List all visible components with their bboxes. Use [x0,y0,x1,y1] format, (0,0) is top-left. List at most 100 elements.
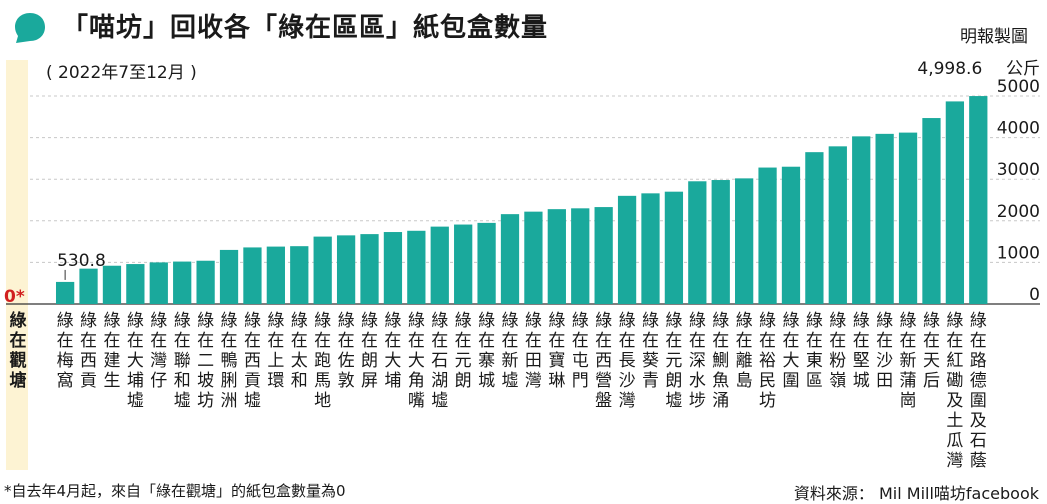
bar [196,260,215,304]
x-tick-label: 綠在鴨脷洲 [221,311,238,411]
bar [360,234,379,304]
x-tick-label: 綠在大圍 [782,311,799,391]
x-tick-label: 綠在東區 [806,311,823,391]
x-tick-label: 綠在長沙灣 [619,311,636,411]
bar [55,281,75,304]
x-tick-label: 綠在寨城 [478,311,495,391]
bar [805,152,824,304]
x-tick-label: 綠在寶琳 [548,311,565,391]
bar [102,265,122,304]
bar [688,181,707,304]
chart-area: 0 1000 2000 3000 4000 5000 ( 2022年7至12月 ) 綠在觀塘 綠… [0,56,1047,476]
bar [454,224,473,304]
bar [711,180,730,304]
bar [407,230,426,304]
y-tick-label: 3000 [997,160,1040,180]
bar [290,246,309,304]
x-tick-label: 綠在屯門 [572,311,589,391]
bar [430,226,449,304]
x-tick-label: 綠在粉嶺 [829,311,846,391]
unit-label: 公斤 [1006,59,1040,79]
bar [781,166,801,304]
x-tick-label: 綠在梅窩 [57,311,74,391]
x-tick-label: 綠在西貢墟 [244,311,261,411]
x-tick-label: 綠在上環 [267,311,284,391]
data-label: 530.8 [57,251,106,271]
x-tick-label: 綠在離島 [736,311,753,391]
x-tick-label: 綠在田灣 [525,311,542,391]
bar [243,247,262,304]
x-tick-label: 綠在大埔 [384,311,401,391]
title-row: 「喵坊」回收各「綠在區區」紙包盒數量 明報製圖 [8,8,1038,48]
y-tick-label: 1000 [997,243,1040,263]
x-tick-label: 綠在堅城 [853,311,870,391]
x-tick-label: 綠在沙田 [876,311,893,391]
bar [922,118,941,304]
y-tick-label: 5000 [997,77,1040,97]
bar [898,132,918,304]
x-tick-label: 綠在大埔墟 [127,311,144,411]
x-tick-label: 綠在裕民坊 [759,311,776,411]
x-tick-label: 綠在石湖墟 [431,311,448,411]
bar [969,96,988,304]
y-tick-label: 0 [1029,285,1040,305]
chart-subtitle: ( 2022年7至12月 ) [46,63,197,83]
bar [547,209,566,304]
x-tick-label: 綠在元朗墟 [665,311,682,411]
bar [149,262,168,304]
bar [79,268,98,304]
x-tick-label: 綠在路德圍及石蔭 [970,311,987,471]
bar [126,264,145,304]
page-title: 「喵坊」回收各「綠在區區」紙包盒數量 [62,13,549,43]
credit-label: 明報製圖 [960,27,1028,47]
bar [594,207,613,304]
x-tick-label: 綠在西營盤 [595,311,612,411]
x-tick-label: 綠在聯和墟 [174,311,191,411]
bar [875,133,894,304]
bar [173,261,192,304]
x-tick-label: 綠在跑馬地 [314,311,331,411]
bar [477,222,496,304]
x-tick-label: 綠在紅磡及土瓜灣 [946,311,963,471]
bar [617,195,637,304]
bar [664,191,684,304]
x-tick-label: 綠在天后 [923,311,940,391]
bar [383,232,403,304]
x-tick-label: 綠在新蒲崗 [900,311,917,411]
x-tick-label: 綠在葵青 [642,311,659,391]
bar [735,178,754,304]
data-label: 4,998.6 [917,59,982,79]
x-tick-label: 綠在灣仔 [150,311,167,391]
x-tick-label: 綠在元朗 [455,311,472,391]
bar [336,235,356,304]
x-tick-label: 綠在新墟 [502,311,519,391]
x-tick-label: 綠在西貢 [80,311,97,391]
x-tick-label: 綠在朗屏 [361,311,378,391]
x-tick-label: 綠在建生 [103,311,120,391]
bar [266,246,285,304]
bar [571,208,590,304]
x-tick-label: 綠在二坡坊 [197,311,214,411]
x-tick-label: 綠在觀塘 [10,310,28,391]
footnote: *自去年4月起，來自「綠在觀塘」的紙包盒數量為0 [4,482,346,500]
bar [219,249,239,304]
bar [852,136,871,304]
bar [828,146,847,304]
bar [641,193,660,304]
x-tick-label: 綠在佐敦 [338,311,355,391]
x-tick-label: 綠在大角嘴 [408,311,425,411]
bar [524,211,543,304]
x-tick-label: 綠在太和 [291,311,308,391]
data-label: 0* [4,287,25,307]
highlight-band [6,60,28,470]
speech-bubble-icon [15,13,45,43]
y-tick-label: 4000 [997,119,1040,139]
source-label: 資料來源： Mil Mill喵坊facebook [793,484,1039,503]
x-tick-label: 綠在鰂魚涌 [712,311,729,411]
bar [945,101,965,304]
bar [313,236,332,304]
bar [758,167,777,304]
y-tick-label: 2000 [997,202,1040,222]
bar [500,214,520,304]
x-tick-label: 綠在深水埗 [689,311,706,411]
